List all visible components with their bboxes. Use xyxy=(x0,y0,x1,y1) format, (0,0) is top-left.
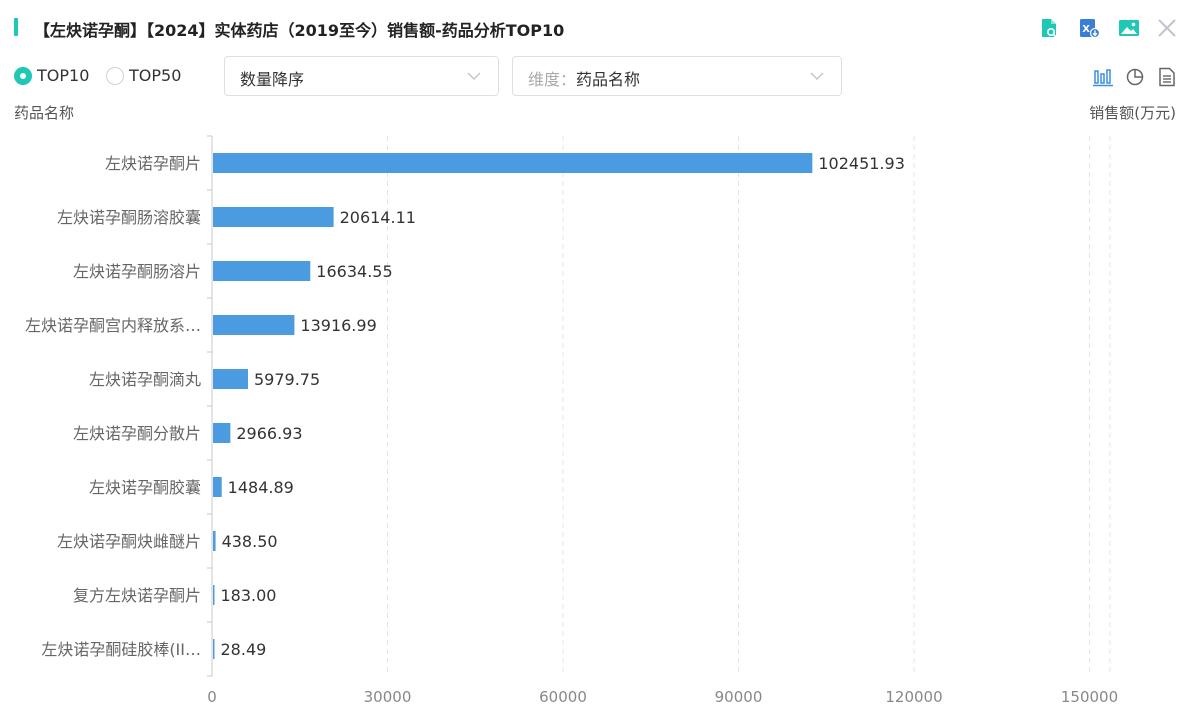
value-label: 2966.93 xyxy=(236,424,302,443)
radio-unchecked-icon xyxy=(106,66,124,85)
dimension-select-text: 维度：药品名称 xyxy=(528,66,640,90)
chevron-down-icon xyxy=(467,72,481,80)
close-icon[interactable] xyxy=(1155,16,1179,40)
top50-radio-label: TOP50 xyxy=(129,66,182,85)
category-label: 左炔诺孕酮炔雌醚片 xyxy=(57,532,201,551)
top10-radio-label: TOP10 xyxy=(37,66,90,85)
x-tick-label: 60000 xyxy=(539,688,587,706)
page-title: 【左炔诺孕酮】【2024】实体药店（2019至今）销售额-药品分析TOP10 xyxy=(34,21,565,40)
image-export-icon[interactable] xyxy=(1117,16,1141,40)
bar xyxy=(213,531,216,551)
search-doc-icon[interactable] xyxy=(1037,16,1061,40)
category-label: 左炔诺孕酮宫内释放系… xyxy=(25,316,201,335)
value-label: 1484.89 xyxy=(228,478,294,497)
x-tick-label: 150000 xyxy=(1061,688,1118,706)
bar xyxy=(213,423,231,443)
top10-radio[interactable]: TOP10 xyxy=(14,66,89,85)
category-label: 左炔诺孕酮硅胶棒(II… xyxy=(41,640,201,659)
value-label: 13916.99 xyxy=(300,316,376,335)
category-label: 左炔诺孕酮肠溶片 xyxy=(73,262,201,281)
bar xyxy=(213,153,813,173)
category-label: 左炔诺孕酮胶囊 xyxy=(89,478,201,497)
value-label: 183.00 xyxy=(221,586,277,605)
bar xyxy=(213,261,311,281)
sort-select[interactable]: 数量降序 xyxy=(224,56,499,96)
pie-chart-view-icon[interactable] xyxy=(1124,66,1146,88)
dimension-select-value: 药品名称 xyxy=(576,70,641,89)
bar xyxy=(213,585,215,605)
x-tick-label: 30000 xyxy=(364,688,412,706)
category-label: 左炔诺孕酮滴丸 xyxy=(89,370,201,389)
bar xyxy=(213,315,295,335)
top50-radio[interactable]: TOP50 xyxy=(106,66,181,85)
x-tick-label: 90000 xyxy=(715,688,763,706)
category-label: 复方左炔诺孕酮片 xyxy=(73,586,201,605)
bar xyxy=(213,207,334,227)
dimension-select[interactable]: 维度：药品名称 xyxy=(512,56,842,96)
value-label: 102451.93 xyxy=(818,154,905,173)
title-accent-bar xyxy=(14,18,18,36)
dimension-prefix: 维度： xyxy=(528,70,577,89)
x-tick-label: 0 xyxy=(207,688,217,706)
header: 【左炔诺孕酮】【2024】实体药店（2019至今）销售额-药品分析TOP10 X xyxy=(0,0,1190,56)
bar-chart: 左炔诺孕酮片 102451.93 左炔诺孕酮肠溶胶囊 20614.11 左炔诺孕酮肠溶片… xyxy=(25,135,1118,706)
value-label: 5979.75 xyxy=(254,370,320,389)
bar xyxy=(213,477,222,497)
controls-bar: TOP10 TOP50 数量降序 维度：药品名称 xyxy=(0,56,1190,100)
radio-checked-icon xyxy=(14,66,32,85)
bar-chart-view-icon[interactable] xyxy=(1092,66,1114,88)
table-view-icon[interactable] xyxy=(1156,66,1178,88)
x-tick-label: 120000 xyxy=(885,688,942,706)
sort-select-value: 数量降序 xyxy=(240,70,305,89)
category-label: 左炔诺孕酮分散片 xyxy=(73,424,201,443)
category-label: 左炔诺孕酮肠溶胶囊 xyxy=(57,208,201,227)
value-label: 28.49 xyxy=(221,640,267,659)
value-label: 438.50 xyxy=(222,532,278,551)
x-axis-label: 销售额(万元) xyxy=(1089,104,1176,122)
category-label: 左炔诺孕酮片 xyxy=(105,154,201,173)
bar xyxy=(213,639,215,659)
value-label: 16634.55 xyxy=(316,262,392,281)
y-axis-label: 药品名称 xyxy=(14,104,75,122)
value-label: 20614.11 xyxy=(340,208,416,227)
chevron-down-icon xyxy=(810,72,824,80)
svg-text:X: X xyxy=(1082,24,1090,35)
excel-export-icon[interactable]: X xyxy=(1077,16,1101,40)
bar xyxy=(213,369,248,389)
